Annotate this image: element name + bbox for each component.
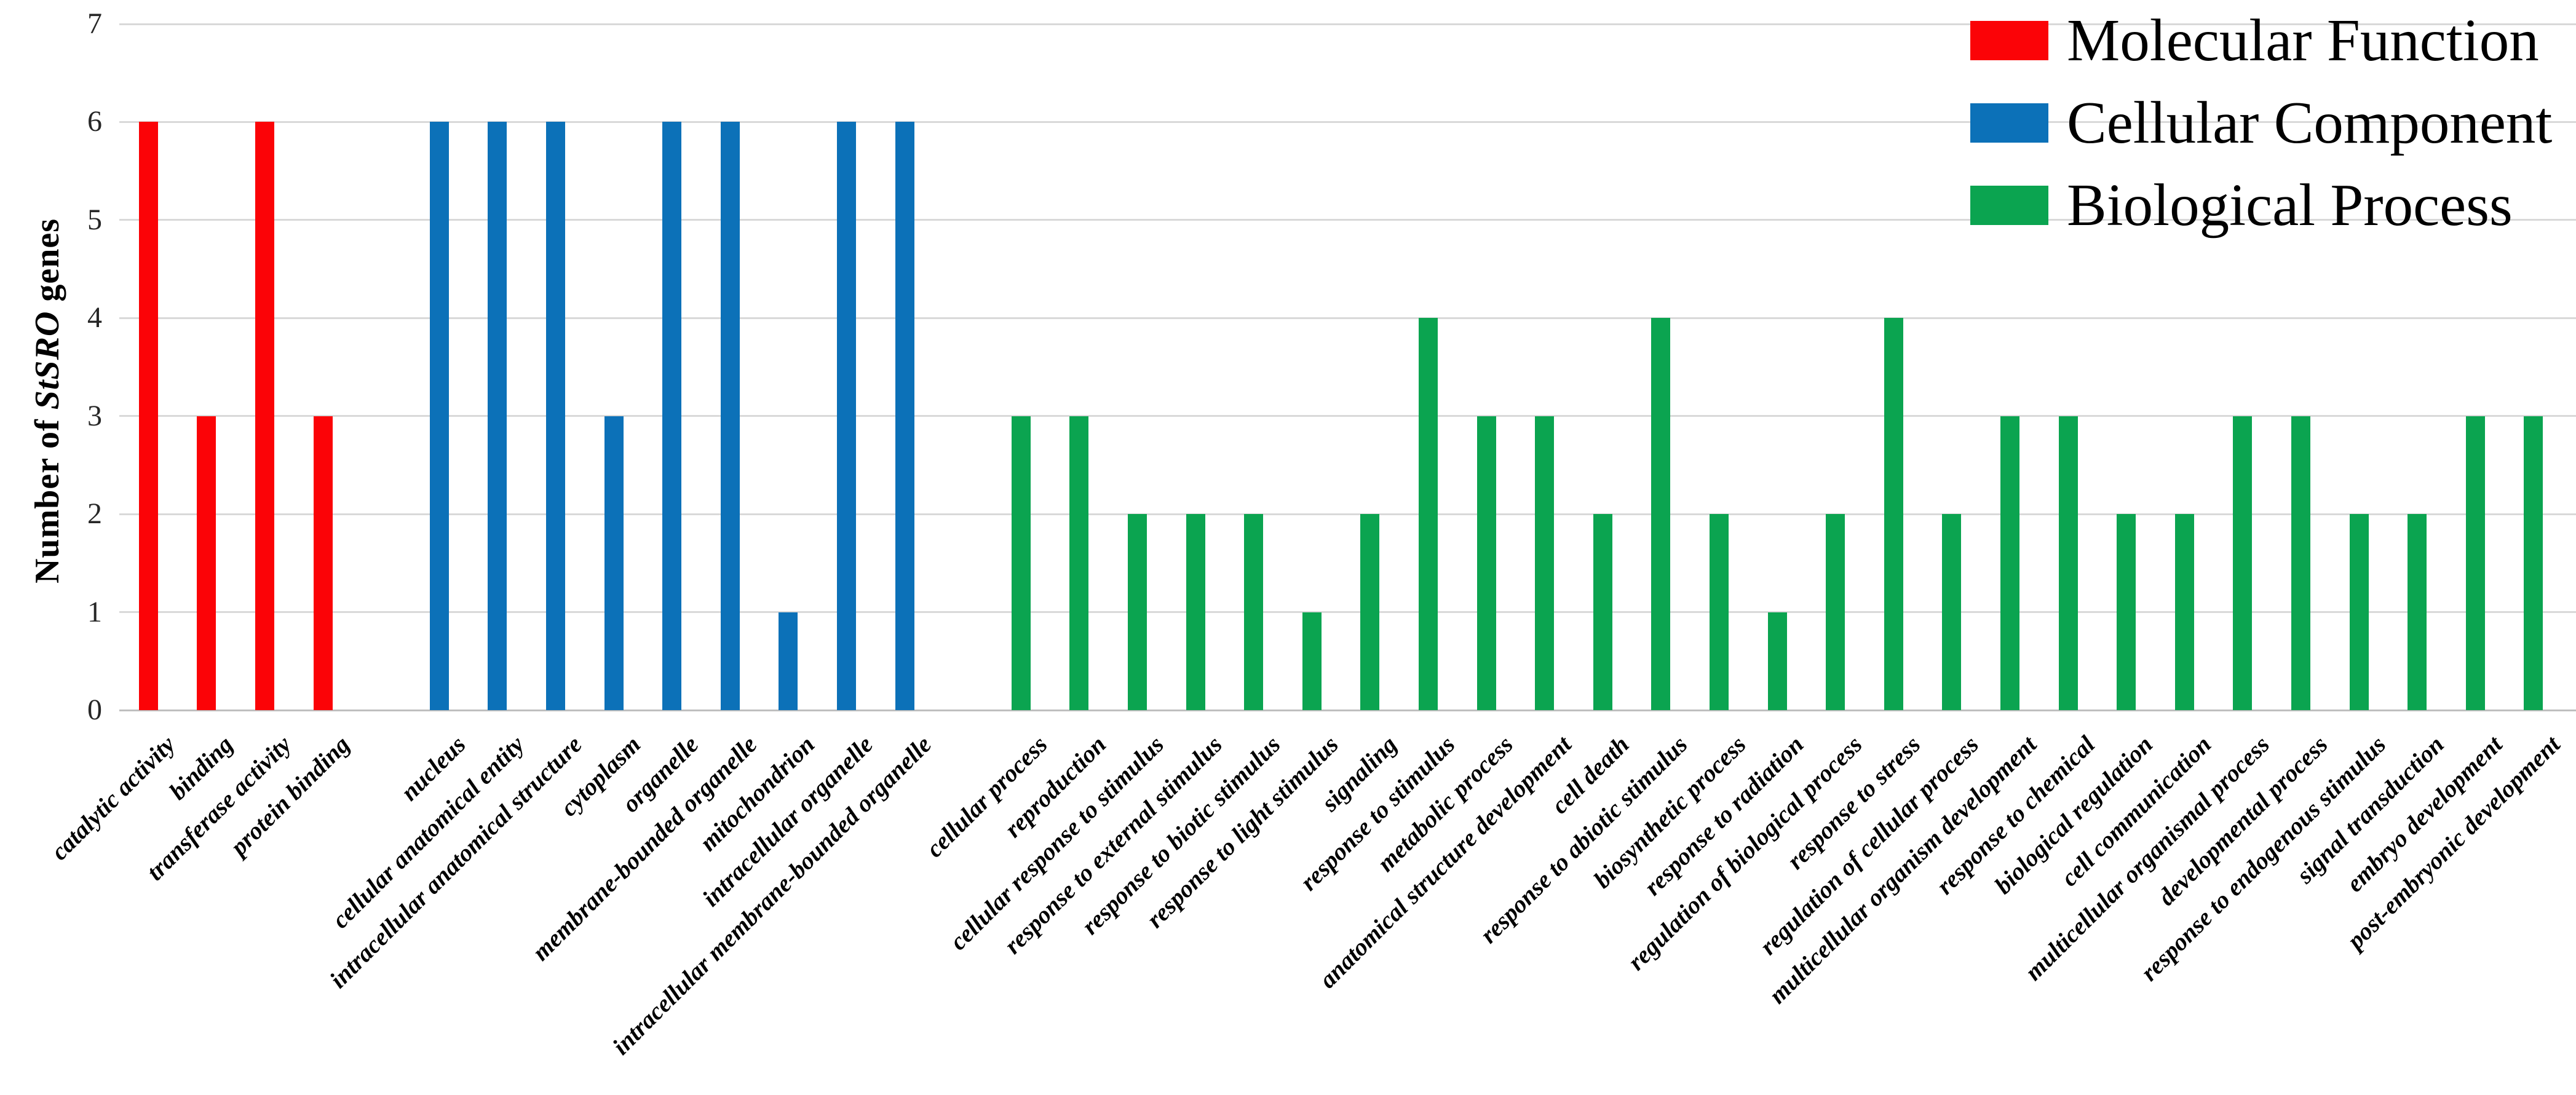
- bar: [2058, 416, 2078, 710]
- bar: [720, 122, 740, 710]
- bar: [1128, 514, 1147, 710]
- bar: [255, 122, 274, 710]
- bar: [1535, 416, 1555, 710]
- y-tick-label: 4: [87, 301, 102, 334]
- bar: [2117, 514, 2136, 710]
- legend-item: Biological Process: [1970, 172, 2513, 239]
- bar: [546, 122, 565, 710]
- bar: [1767, 612, 1787, 710]
- bar: [429, 122, 449, 710]
- bar: [1710, 514, 1729, 710]
- legend-swatch: [1970, 103, 2048, 143]
- bar: [2000, 416, 2019, 710]
- bar: [1826, 514, 1845, 710]
- legend-swatch: [1970, 186, 2048, 225]
- bar: [1244, 514, 1264, 710]
- bar: [1476, 416, 1496, 710]
- bar: [2465, 416, 2485, 710]
- x-axis-line: [119, 709, 2576, 711]
- bar: [2408, 514, 2427, 710]
- bar: [1186, 514, 1205, 710]
- bar: [2291, 416, 2310, 710]
- legend-label: Cellular Component: [2067, 90, 2553, 156]
- bar: [2349, 514, 2369, 710]
- y-tick-label: 3: [87, 399, 102, 432]
- legend-item: Molecular Function: [1970, 7, 2539, 74]
- x-category-label: catalytic activity: [45, 730, 181, 866]
- bar: [895, 122, 914, 710]
- bar: [2524, 416, 2543, 710]
- bar: [1011, 416, 1031, 710]
- bar: [1593, 514, 1612, 710]
- bar: [197, 416, 216, 710]
- gridline: [119, 513, 2576, 515]
- bar: [2174, 514, 2194, 710]
- bar: [1942, 514, 1962, 710]
- y-tick-label: 1: [87, 595, 102, 628]
- gridline: [119, 415, 2576, 417]
- y-tick-label: 2: [87, 497, 102, 531]
- bar: [604, 416, 624, 710]
- bar: [313, 416, 333, 710]
- bar: [1302, 612, 1322, 710]
- legend-label: Biological Process: [2067, 172, 2513, 238]
- gridline: [119, 23, 2576, 25]
- y-tick-label: 7: [87, 7, 102, 40]
- bar: [1884, 318, 1903, 710]
- bar: [1069, 416, 1089, 710]
- gridline: [119, 317, 2576, 319]
- legend-item: Cellular Component: [1970, 89, 2552, 157]
- bar: [1360, 514, 1380, 710]
- bar: [1419, 318, 1438, 710]
- bar: [488, 122, 507, 710]
- bar: [779, 612, 798, 710]
- bar: [1651, 318, 1671, 710]
- y-tick-label: 5: [87, 203, 102, 236]
- bar: [138, 122, 158, 710]
- bar: [662, 122, 682, 710]
- legend-label: Molecular Function: [2067, 7, 2539, 73]
- bar: [837, 122, 856, 710]
- y-tick-label: 6: [87, 105, 102, 138]
- legend-swatch: [1970, 21, 2048, 60]
- y-tick-label: 0: [87, 694, 102, 726]
- bar: [2233, 416, 2253, 710]
- gridline: [119, 611, 2576, 614]
- gridline: [119, 219, 2576, 221]
- gridline: [119, 121, 2576, 123]
